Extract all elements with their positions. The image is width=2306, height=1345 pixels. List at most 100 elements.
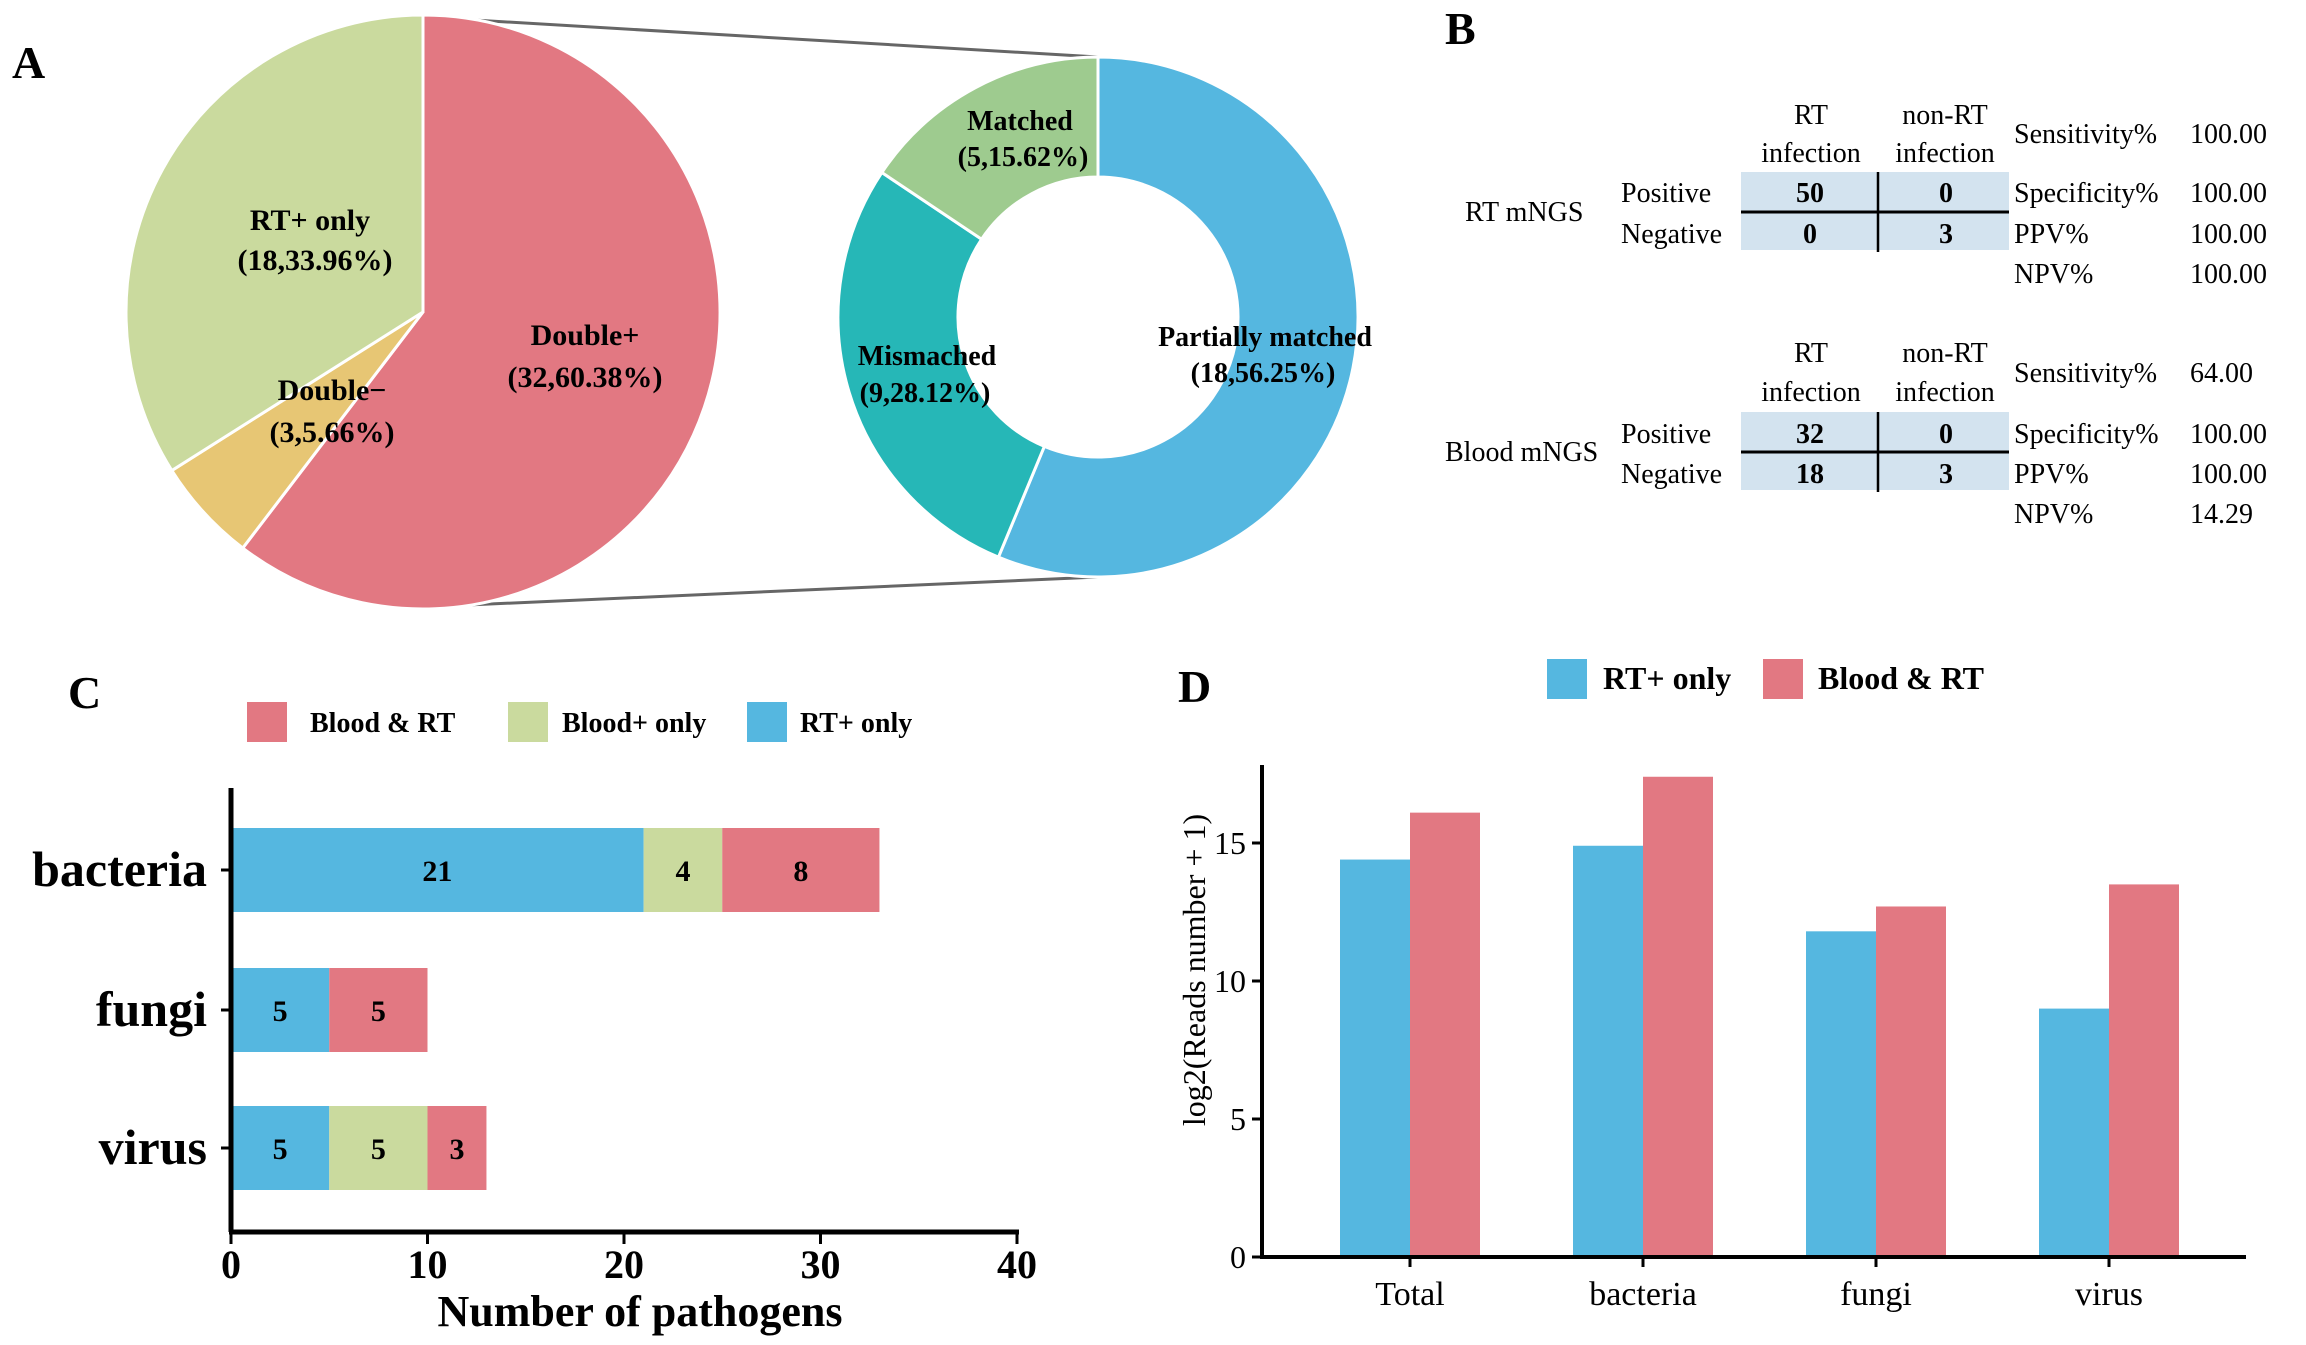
metric-label-npv: NPV%: [2014, 499, 2093, 530]
c-axes: bacteria fungi virus 0 10 20 30 40: [32, 788, 1037, 1287]
bar-label-virus-blood-only: 5: [371, 1133, 386, 1166]
legend-swatch-rt-only: [1547, 659, 1587, 699]
pie-label-double-minus-name: Double−: [278, 374, 387, 407]
panel-c-chart: Blood & RT Blood+ only RT+ only 21 4 8 5 5 5 5…: [32, 702, 1037, 1336]
bar-fungi-rt-only: [1806, 931, 1876, 1257]
slice-matched: [879, 55, 1100, 242]
cell-fn: 0: [1803, 219, 1817, 250]
donut-label-mismatched-value: (9,28.12%): [860, 378, 991, 409]
bar-virus-blood-rt: [427, 1106, 487, 1190]
d-bars: [1340, 776, 2179, 1257]
bar-fungi-blood-rt: [329, 968, 428, 1052]
pie-label-double-plus-value: (32,60.38%): [508, 361, 663, 394]
bar-label-virus-rt-only: 5: [273, 1133, 288, 1166]
donut-label-matched: Matched (5,15.62%): [958, 106, 1089, 173]
slice-double: [240, 13, 722, 611]
d-x-tick-label-virus: virus: [2075, 1276, 2143, 1313]
table-rt-mngs: RT infection non-RT infection RT mNGS Po…: [1465, 100, 2267, 290]
bar-total-rt-only: [1340, 859, 1410, 1257]
slice-mismached: [836, 170, 1047, 560]
metric-value-ppv: 100.00: [2190, 459, 2267, 490]
category-label-bacteria: bacteria: [32, 841, 207, 897]
donut-label-partially-matched-value: (18,56.25%): [1191, 358, 1336, 389]
bar-fungi-rt-only: [231, 968, 330, 1052]
cell-tp: 50: [1796, 178, 1824, 209]
c-bars: 21 4 8 5 5 5 5 3: [231, 828, 880, 1190]
pie-label-double-plus: Double+ (32,60.38%): [508, 319, 663, 394]
col-header-nonrt-line2: infection: [1895, 377, 1995, 408]
legend-c: Blood & RT Blood+ only RT+ only: [247, 702, 912, 742]
metric-label-specificity: Specificity%: [2014, 178, 2159, 209]
pie-label-double-plus-name: Double+: [531, 319, 640, 352]
donut-label-matched-value: (5,15.62%): [958, 142, 1089, 173]
col-header-rt-line2: infection: [1761, 377, 1861, 408]
c-x-tick-label-10: 10: [408, 1242, 448, 1287]
connector-line-top: [422, 15, 1099, 59]
d-y-axis-title: log2(Reads number + 1): [1176, 814, 1212, 1126]
table-blood-mngs: RT infection non-RT infection Blood mNGS…: [1445, 338, 2267, 530]
pie-label-rt-only: RT+ only (18,33.96%): [238, 204, 393, 277]
bar-label-bacteria-blood-only: 4: [675, 855, 690, 888]
cell-fn: 18: [1796, 459, 1824, 490]
cell-tn: 3: [1939, 219, 1953, 250]
legend-swatch-blood-only: [508, 702, 548, 742]
category-label-fungi: fungi: [96, 981, 207, 1037]
d-y-tick-label-15: 15: [1214, 825, 1246, 861]
cell-fp: 0: [1939, 419, 1953, 450]
legend-label-blood-rt: Blood & RT: [1818, 660, 1984, 696]
pie-label-rt-only-value: (18,33.96%): [238, 244, 393, 277]
bar-label-virus-blood-rt: 3: [449, 1133, 464, 1166]
metric-value-ppv: 100.00: [2190, 219, 2267, 250]
metric-label-specificity: Specificity%: [2014, 419, 2159, 450]
donut-label-partially-matched-name: Partially matched: [1158, 322, 1372, 353]
cell-tn: 3: [1939, 459, 1953, 490]
donut-label-matched-name: Matched: [967, 106, 1073, 137]
row-label-negative: Negative: [1621, 219, 1722, 250]
pie-chart: [124, 13, 722, 611]
c-x-tick-label-0: 0: [221, 1242, 241, 1287]
bar-virus-blood-rt: [2109, 884, 2179, 1257]
metric-label-npv: NPV%: [2014, 259, 2093, 290]
col-header-rt-line1: RT: [1794, 100, 1828, 131]
metric-value-sensitivity: 64.00: [2190, 358, 2253, 389]
c-x-axis-title: Number of pathogens: [437, 1287, 842, 1336]
metric-label-ppv: PPV%: [2014, 459, 2089, 490]
bar-label-bacteria-blood-rt: 8: [793, 855, 808, 888]
row-label-positive: Positive: [1621, 419, 1711, 450]
metric-label-ppv: PPV%: [2014, 219, 2089, 250]
bar-bacteria-blood-only: [643, 828, 723, 912]
metric-label-sensitivity: Sensitivity%: [2014, 119, 2157, 150]
panel-b-tables: RT infection non-RT infection RT mNGS Po…: [1445, 100, 2267, 530]
bar-virus-rt-only: [231, 1106, 330, 1190]
legend-label-blood-rt: Blood & RT: [310, 708, 456, 739]
c-x-tick-label-40: 40: [997, 1242, 1037, 1287]
legend-d: RT+ only Blood & RT: [1547, 659, 1984, 699]
panel-a-pies: Double+ (32,60.38%) Double− (3,5.66%) RT…: [124, 13, 1372, 611]
row-label-negative: Negative: [1621, 459, 1722, 490]
bar-fungi-blood-rt: [1876, 906, 1946, 1257]
metric-label-sensitivity: Sensitivity%: [2014, 358, 2157, 389]
d-x-tick-label-total: Total: [1375, 1276, 1444, 1313]
table-name: RT mNGS: [1465, 197, 1583, 228]
cell-tp: 32: [1796, 419, 1824, 450]
legend-label-rt-only: RT+ only: [1603, 660, 1731, 696]
category-label-virus: virus: [99, 1119, 207, 1175]
col-header-nonrt-line1: non-RT: [1902, 338, 1987, 369]
bar-bacteria-rt-only: [1573, 845, 1643, 1257]
bar-virus-blood-only: [329, 1106, 428, 1190]
d-x-tick-label-fungi: fungi: [1840, 1276, 1912, 1313]
bar-label-bacteria-rt-only: 21: [422, 855, 452, 888]
connector-line-bottom: [422, 575, 1099, 609]
d-y-tick-label-0: 0: [1230, 1239, 1246, 1275]
metric-value-npv: 100.00: [2190, 259, 2267, 290]
bar-virus-rt-only: [2039, 1008, 2109, 1257]
d-y-tick-label-5: 5: [1230, 1101, 1246, 1137]
panel-label-d: D: [1178, 661, 1211, 712]
table-name: Blood mNGS: [1445, 437, 1598, 468]
col-header-rt-line1: RT: [1794, 338, 1828, 369]
legend-swatch-blood-rt: [247, 702, 287, 742]
legend-label-blood-only: Blood+ only: [562, 708, 706, 739]
panel-label-b: B: [1445, 3, 1476, 54]
col-header-rt-line2: infection: [1761, 138, 1861, 169]
